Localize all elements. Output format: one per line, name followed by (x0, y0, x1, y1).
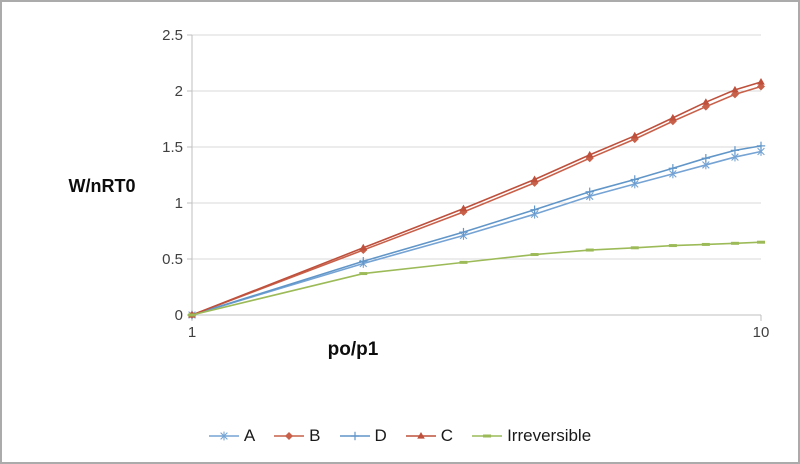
y-axis-title: W/nRT0 (68, 176, 136, 196)
axes: 0 0.5 1 1.5 2 2.5 1 10 (162, 27, 769, 341)
y-tick-label: 1 (175, 195, 183, 212)
x-tick-label: 1 (188, 324, 196, 341)
y-tick-label: 1.5 (162, 139, 183, 156)
legend-marker-diamond-icon (274, 432, 305, 440)
y-tick-label: 0.5 (162, 251, 183, 268)
gridlines (192, 34, 761, 260)
legend-label: C (440, 426, 454, 445)
legend-item-irreversible: Irreversible (472, 426, 591, 446)
legend-marker-triangle-icon (405, 432, 436, 439)
y-tick-label: 2.5 (162, 27, 183, 44)
series-d-line (187, 141, 766, 320)
legend-marker-dash-icon (472, 434, 503, 438)
legend-marker-star-icon (208, 431, 239, 441)
x-tick-label: 10 (753, 324, 770, 341)
legend-label: D (374, 426, 387, 445)
series-b-line (188, 82, 765, 319)
legend-label: A (243, 426, 256, 445)
series-c-line (188, 78, 765, 318)
legend-marker-plus-icon (339, 431, 370, 441)
legend-label: Irreversible (507, 426, 592, 445)
legend: A B D C Irreversible (2, 426, 798, 446)
legend-item-b: B (274, 426, 321, 446)
x-axis-title: po/p1 (327, 339, 379, 360)
legend-item-d: D (339, 426, 387, 446)
series-a-line (188, 147, 765, 320)
legend-item-c: C (405, 426, 454, 446)
series-irreversible-line (188, 240, 765, 317)
legend-item-a: A (208, 426, 256, 446)
y-tick-label: 0 (175, 307, 183, 324)
y-tick-label: 2 (175, 83, 183, 100)
legend-label: B (309, 426, 321, 445)
